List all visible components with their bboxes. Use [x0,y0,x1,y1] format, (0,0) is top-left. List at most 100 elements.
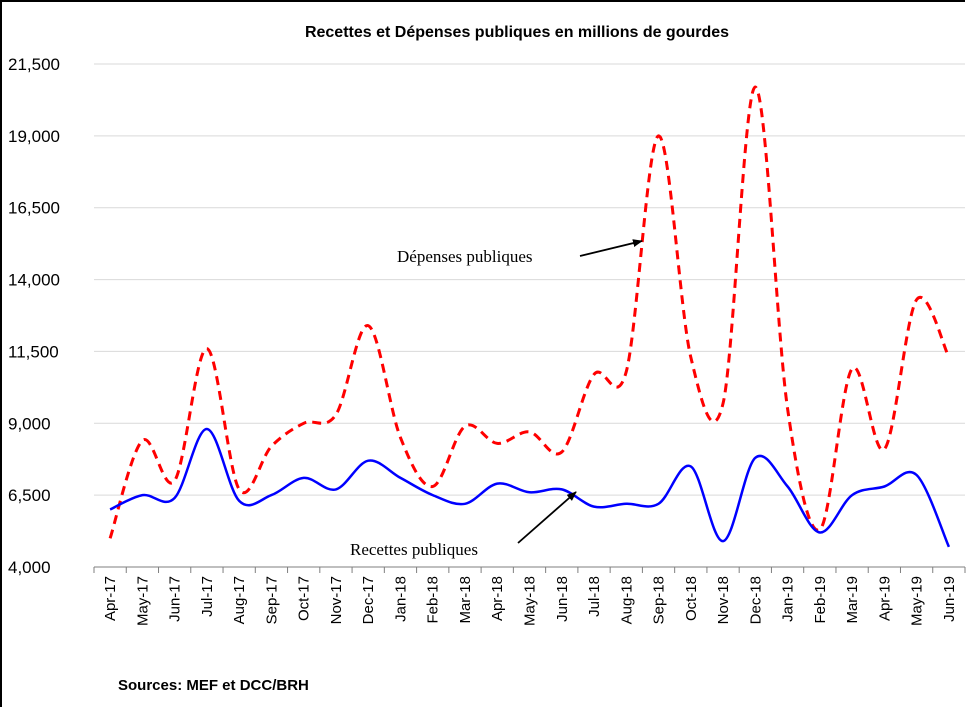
data-point-recettes-publiques [753,456,757,460]
x-tick-label: Mar-18 [457,576,474,624]
data-point-recettes-publiques [528,490,532,494]
x-tick-label: Feb-19 [812,576,829,624]
annotations: Dépenses publiques Recettes publiques [350,239,643,559]
x-axis: Apr-17 May-17 Jun-17 Jul-17 Aug-17 Sep-17 Oct-… [93,567,966,626]
data-point-d-penses-publiques [560,450,564,454]
data-point-d-penses-publiques [592,372,596,376]
y-tick-label: 6,500 [8,486,51,505]
data-point-recettes-publiques [205,427,209,431]
x-tick-label: Sep-18 [651,576,668,624]
data-point-d-penses-publiques [786,407,790,411]
x-tick-label: Oct-17 [296,576,313,621]
x-tick-label: Jun-19 [941,576,958,622]
data-point-recettes-publiques [140,493,144,497]
x-tick-label: Nov-17 [328,576,345,624]
y-tick-label: 11,500 [8,342,59,361]
x-tick-label: Jan-19 [780,576,797,622]
data-point-recettes-publiques [302,476,306,480]
annotation-arrow [579,239,643,257]
x-tick-label: Oct-18 [683,576,700,621]
data-point-d-penses-publiques [398,436,402,440]
data-point-recettes-publiques [173,496,177,500]
data-point-recettes-publiques [108,508,112,512]
annotation-label: Recettes publiques [350,540,478,559]
x-tick-label: May-17 [134,576,151,626]
data-point-recettes-publiques [947,545,951,549]
data-point-recettes-publiques [237,499,241,503]
x-tick-label: Aug-18 [618,576,635,624]
data-point-recettes-publiques [560,487,564,491]
data-point-d-penses-publiques [366,324,370,328]
x-tick-label: Dec-17 [360,576,377,624]
data-point-recettes-publiques [721,539,725,543]
data-point-d-penses-publiques [173,479,177,483]
data-point-d-penses-publiques [431,485,435,489]
data-point-d-penses-publiques [463,424,467,428]
x-tick-label: Jul-17 [199,576,216,617]
y-tick-label: 14,000 [8,271,60,290]
annotation-label: Dépenses publiques [397,247,533,266]
data-point-d-penses-publiques [495,441,499,445]
data-point-recettes-publiques [786,485,790,489]
x-tick-label: Sep-17 [263,576,280,624]
data-point-d-penses-publiques [721,401,725,405]
data-point-recettes-publiques [398,476,402,480]
data-point-recettes-publiques [592,505,596,509]
data-point-d-penses-publiques [334,413,338,417]
series-group [108,85,951,549]
data-point-d-penses-publiques [205,347,209,351]
data-point-d-penses-publiques [302,421,306,425]
series-line-recettes-publiques [109,427,951,548]
data-point-recettes-publiques [624,502,628,506]
data-point-d-penses-publiques [947,355,951,359]
y-tick-label: 4,000 [8,558,51,577]
data-point-recettes-publiques [882,485,886,489]
x-tick-label: Jan-18 [392,576,409,622]
x-tick-label: Apr-18 [489,576,506,621]
x-tick-label: Apr-17 [102,576,119,621]
data-point-recettes-publiques [269,493,273,497]
data-point-recettes-publiques [818,531,822,535]
x-tick-label: Nov-18 [715,576,732,624]
data-point-recettes-publiques [495,482,499,486]
y-tick-label: 9,000 [8,414,51,433]
data-point-d-penses-publiques [882,447,886,451]
x-tick-label: Mar-19 [844,576,861,624]
data-point-d-penses-publiques [624,370,628,374]
x-tick-label: Aug-17 [231,576,248,624]
data-point-d-penses-publiques [915,298,919,302]
data-point-recettes-publiques [850,493,854,497]
data-point-d-penses-publiques [108,536,112,540]
y-tick-label: 19,000 [8,127,60,146]
x-tick-label: Jul-18 [586,576,603,617]
data-point-recettes-publiques [334,487,338,491]
annotation-arrow [517,491,577,544]
data-point-recettes-publiques [915,473,919,477]
data-point-d-penses-publiques [140,439,144,443]
data-point-d-penses-publiques [528,430,532,434]
chart-title: Recettes et Dépenses publiques en millio… [305,24,729,41]
data-point-d-penses-publiques [689,355,693,359]
data-point-recettes-publiques [689,464,693,468]
data-point-recettes-publiques [657,502,661,506]
x-tick-label: Jun-18 [554,576,571,622]
data-point-d-penses-publiques [269,444,273,448]
x-tick-label: Dec-18 [747,576,764,624]
data-point-d-penses-publiques [657,134,661,138]
y-tick-label: 21,500 [8,55,60,74]
gridlines [94,63,965,568]
y-axis-ticks: 4,000 6,500 9,000 11,500 14,000 16,500 19,000 2… [8,55,60,577]
x-tick-label: Feb-18 [425,576,442,624]
x-tick-label: May-18 [522,576,539,626]
x-tick-label: Jun-17 [167,576,184,622]
data-point-d-penses-publiques [753,85,757,89]
data-point-recettes-publiques [366,459,370,463]
x-tick-label: Apr-19 [876,576,893,621]
data-point-d-penses-publiques [850,367,854,371]
data-point-d-penses-publiques [237,487,241,491]
x-tick-label: May-19 [909,576,926,626]
source-note: Sources: MEF et DCC/BRH [118,677,309,694]
series-line-d-penses-publiques [108,85,951,539]
